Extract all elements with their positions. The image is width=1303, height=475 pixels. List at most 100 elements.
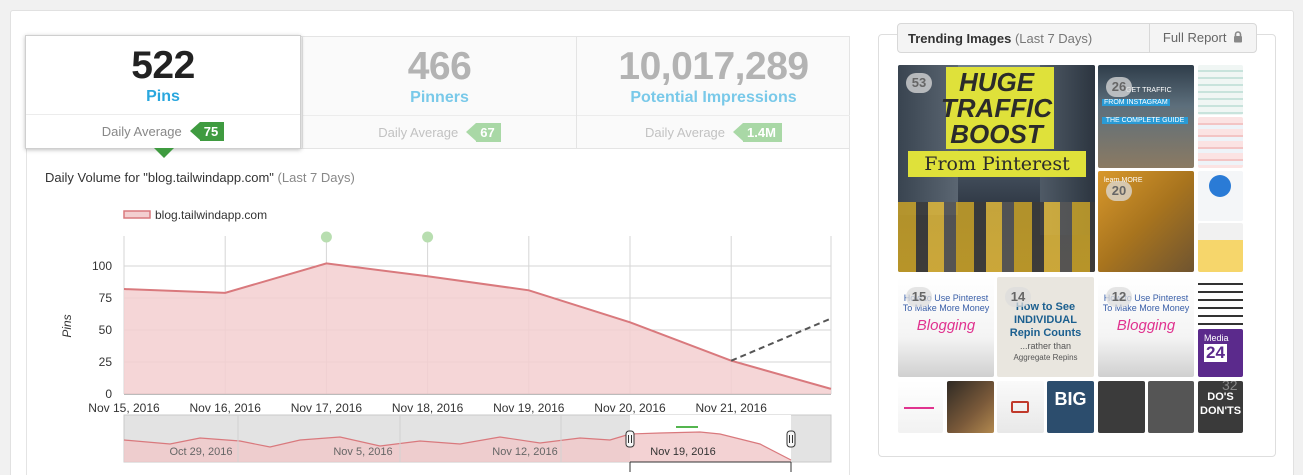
trending-image[interactable]: Media 24 <box>1198 329 1243 377</box>
lock-icon <box>1234 31 1243 43</box>
pin-count-badge: 53 <box>906 73 932 93</box>
y-tick-label: 100 <box>92 259 112 273</box>
pin-count-badge: 14 <box>1005 287 1031 307</box>
daily-volume-chart[interactable]: blog.tailwindapp.com Pins 100 75 50 25 0 Nov… <box>0 0 870 475</box>
daily-average-label: Daily Average <box>101 123 182 139</box>
navigator-handle[interactable] <box>786 430 796 448</box>
featured-headline-1: HUGE <box>958 67 1035 97</box>
trending-image[interactable] <box>1198 171 1243 221</box>
trending-header: Trending Images (Last 7 Days) Full Repor… <box>897 23 1257 53</box>
tile-text: How to Use Pinterest To Make More Money <box>902 293 990 313</box>
legend-swatch <box>123 210 151 219</box>
stats-bar: 522 Pins Daily Average 75 466 Pinners Da… <box>25 35 850 158</box>
chart-navigator[interactable]: Oct 29, 2016 Nov 5, 2016 Nov 12, 2016 Nov 1… <box>123 414 832 472</box>
daily-average-badge: 1.4M <box>733 122 782 142</box>
tile-text: How to Use Pinterest To Make More Money <box>1102 293 1190 313</box>
tile-text: GET TRAFFIC <box>1126 87 1172 94</box>
event-marker-dot[interactable] <box>320 231 332 243</box>
tile-text: THE COMPLETE GUIDE <box>1102 117 1188 124</box>
y-tick-label: 0 <box>105 387 112 401</box>
legend-label: blog.tailwindapp.com <box>155 208 267 222</box>
tile-text: ...rather than <box>1019 341 1072 351</box>
chart-legend[interactable]: blog.tailwindapp.com <box>123 208 267 222</box>
trending-image-featured[interactable]: HUGE TRAFFIC BOOST From Pinterest 53 <box>898 65 1095 272</box>
car-icon <box>1209 175 1231 197</box>
pin-count-badge: 12 <box>1106 287 1132 307</box>
tile-text: 32 <box>1222 381 1238 393</box>
pin-count-badge: 15 <box>906 287 932 307</box>
trending-image[interactable] <box>997 381 1044 433</box>
stat-card-pins[interactable]: 522 Pins Daily Average 75 <box>25 35 301 158</box>
x-tick-label: Nov 15, 2016 <box>88 401 160 415</box>
stat-card-pinners[interactable]: 466 Pinners Daily Average 67 <box>302 37 576 149</box>
y-tick-label: 75 <box>99 291 113 305</box>
daily-average: Daily Average 75 <box>26 120 300 142</box>
trending-image[interactable] <box>1198 277 1243 327</box>
featured-headline-2: TRAFFIC <box>940 93 1053 123</box>
navigator-tick-label: Nov 12, 2016 <box>492 446 557 458</box>
trending-title: Trending Images (Last 7 Days) <box>908 31 1092 46</box>
stat-divider <box>303 115 576 116</box>
trending-image[interactable]: GET TRAFFIC FROM INSTAGRAM THE COMPLETE … <box>1098 65 1194 168</box>
trending-image[interactable]: How to See INDIVIDUAL Repin Counts ...ra… <box>997 277 1094 377</box>
full-report-button[interactable]: Full Report <box>1149 24 1256 52</box>
tile-text: DO'S <box>1207 391 1234 403</box>
tile-text: Repin Counts <box>1009 327 1082 339</box>
chart-title-main: Daily Volume for "blog.tailwindapp.com" <box>45 170 274 185</box>
navigator-handle[interactable] <box>625 430 635 448</box>
tile-text: DON'TS <box>1200 405 1242 417</box>
tile-text: FROM INSTAGRAM <box>1102 99 1170 106</box>
daily-average: Daily Average 67 <box>303 121 576 143</box>
tile-text: Blogging <box>916 317 976 334</box>
active-pointer-icon <box>154 148 174 158</box>
event-markers[interactable] <box>320 231 434 243</box>
stat-label: Pinners <box>410 89 469 106</box>
x-tick-label: Nov 20, 2016 <box>594 401 666 415</box>
trending-image[interactable]: How to Use Pinterest To Make More Money … <box>1098 277 1194 377</box>
tile-text: learn MORE <box>1104 177 1143 184</box>
from-pinterest-box <box>908 151 1086 177</box>
trending-image[interactable]: BIG <box>1047 381 1094 433</box>
trending-image[interactable]: learn MORE 20 <box>1098 171 1194 272</box>
trending-image[interactable] <box>898 381 943 433</box>
trending-image[interactable] <box>1198 65 1243 115</box>
daily-average-badge: 67 <box>466 122 501 142</box>
tile-text: BIG <box>1054 389 1087 409</box>
x-tick-label: Nov 21, 2016 <box>696 401 768 415</box>
x-tick-label: Nov 19, 2016 <box>493 401 565 415</box>
x-tick-label: Nov 16, 2016 <box>190 401 262 415</box>
trending-period: (Last 7 Days) <box>1014 31 1093 46</box>
navigator-tick-label: Nov 19, 2016 <box>650 446 715 458</box>
stat-value: 10,017,289 <box>618 45 809 88</box>
stat-value: 466 <box>407 45 472 88</box>
stat-value: 522 <box>131 44 195 87</box>
tile-text: Aggregate Repins <box>1013 353 1078 362</box>
stat-divider <box>26 114 300 115</box>
navigator-line <box>123 431 792 461</box>
full-report-label: Full Report <box>1162 30 1227 45</box>
event-marker-dot[interactable] <box>422 231 434 243</box>
trending-image[interactable] <box>947 381 994 433</box>
projection-line <box>730 317 832 362</box>
y-axis-ticks: 100 75 50 25 0 <box>92 259 112 401</box>
tile-text: Media <box>1204 333 1229 343</box>
featured-subtitle: From Pinterest <box>924 153 1070 175</box>
image-taxis <box>898 202 1095 272</box>
tile-icon <box>1011 401 1029 413</box>
tile-text: 24 <box>1204 343 1227 362</box>
daily-average-badge: 75 <box>189 121 225 141</box>
trending-image[interactable] <box>1098 381 1145 433</box>
trending-image[interactable] <box>1198 223 1243 272</box>
stat-divider <box>577 115 850 116</box>
trending-image[interactable]: 32 DO'S DON'TS <box>1198 381 1243 433</box>
stat-card-impressions[interactable]: 10,017,289 Potential Impressions Daily A… <box>576 37 850 149</box>
trending-title-text: Trending Images <box>908 31 1012 46</box>
pin-count-badge: 26 <box>1106 77 1132 97</box>
tile-text: Blogging <box>1116 317 1176 334</box>
trending-image[interactable] <box>1148 381 1194 433</box>
chart-title: Daily Volume for "blog.tailwindapp.com" … <box>45 170 355 185</box>
tile-text: How to See <box>1015 301 1076 313</box>
trending-image[interactable] <box>1198 117 1243 168</box>
trending-image[interactable]: How to Use Pinterest To Make More Money … <box>898 277 994 377</box>
chart-title-period: (Last 7 Days) <box>277 170 355 185</box>
